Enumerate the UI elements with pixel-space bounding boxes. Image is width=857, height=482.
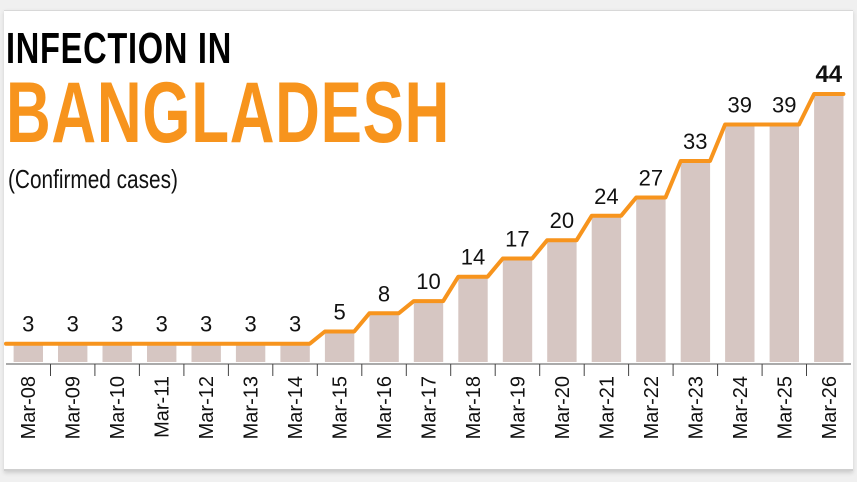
data-label: 5 xyxy=(333,300,345,325)
bar xyxy=(680,161,711,362)
bar xyxy=(502,258,533,362)
data-label: 24 xyxy=(594,184,618,209)
x-tick-label: Mar-14 xyxy=(285,376,307,439)
data-label: 27 xyxy=(639,166,663,191)
x-tick-label: Mar-11 xyxy=(152,376,174,438)
bar xyxy=(547,240,577,362)
bar xyxy=(235,343,266,362)
x-tick-label: Mar-09 xyxy=(63,376,85,439)
chart-title: INFECTION IN xyxy=(6,24,232,73)
data-label: 20 xyxy=(550,208,574,233)
series-line xyxy=(4,92,846,346)
x-tick-label: Mar-18 xyxy=(463,376,485,439)
data-label: 3 xyxy=(67,312,79,337)
x-tick-label: Mar-10 xyxy=(107,376,129,439)
data-label: 8 xyxy=(378,281,390,306)
bar xyxy=(102,343,132,362)
bar xyxy=(324,331,355,362)
bar xyxy=(636,197,666,362)
x-tick-label: Mar-20 xyxy=(552,376,574,439)
data-label: 44 xyxy=(815,61,842,88)
x-tick-label: Mar-16 xyxy=(374,376,396,439)
x-tick-label: Mar-13 xyxy=(241,376,263,439)
bar xyxy=(413,301,444,362)
x-tick-label: Mar-19 xyxy=(507,376,529,439)
bar xyxy=(369,313,399,362)
data-label: 10 xyxy=(416,269,440,294)
chart-title-country: BANGLADESH xyxy=(6,65,451,161)
x-tick-label: Mar-17 xyxy=(419,376,441,439)
data-label: 39 xyxy=(728,93,752,118)
x-tick-label: Mar-15 xyxy=(330,376,352,439)
bar xyxy=(591,215,622,362)
x-tick-label: Mar-26 xyxy=(819,376,841,439)
x-tick-label: Mar-21 xyxy=(596,376,618,439)
bar xyxy=(58,343,88,362)
x-tick-label: Mar-08 xyxy=(18,376,40,439)
bar xyxy=(147,343,177,362)
bar xyxy=(280,343,310,362)
bar xyxy=(191,343,221,362)
x-tick-label: Mar-25 xyxy=(774,376,796,439)
data-label: 14 xyxy=(461,245,485,270)
chart-card xyxy=(4,10,853,471)
data-label: 3 xyxy=(244,312,256,337)
data-label: 3 xyxy=(22,312,34,337)
x-tick-label: Mar-22 xyxy=(641,376,663,439)
data-label: 3 xyxy=(200,312,212,337)
data-label: 3 xyxy=(111,312,123,337)
data-label: 3 xyxy=(156,312,168,337)
bar xyxy=(769,124,799,362)
bar xyxy=(458,276,488,362)
data-label: 3 xyxy=(289,312,301,337)
bar xyxy=(13,343,43,362)
chart-subtitle: (Confirmed cases) xyxy=(8,164,178,194)
x-tick-label: Mar-12 xyxy=(196,376,218,439)
bar xyxy=(725,124,755,362)
data-label: 33 xyxy=(683,129,707,154)
data-label: 39 xyxy=(772,93,796,118)
x-tick-label: Mar-23 xyxy=(685,376,707,439)
x-tick-label: Mar-24 xyxy=(730,376,752,439)
data-label: 17 xyxy=(505,227,529,252)
bar xyxy=(814,94,844,362)
